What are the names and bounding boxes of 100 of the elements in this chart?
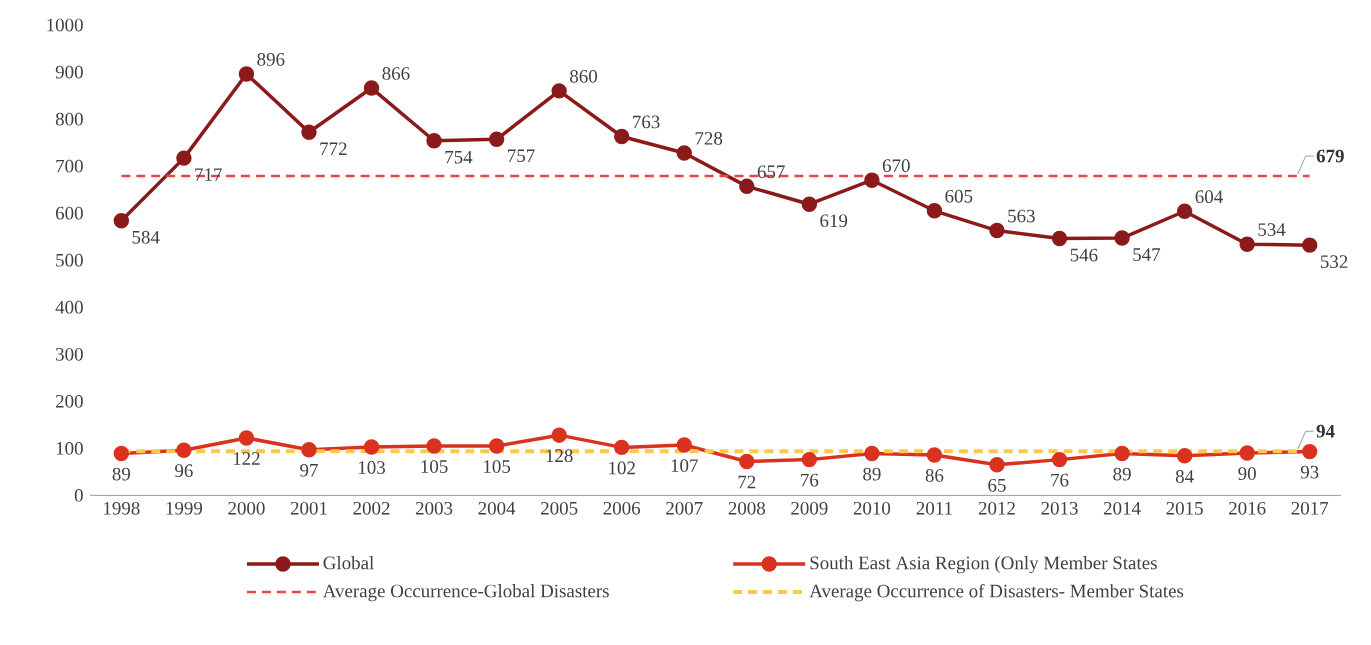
y-tick-label: 300	[56, 347, 83, 361]
data-label: 86	[925, 468, 944, 482]
point	[551, 427, 567, 443]
x-tick-label: 2008	[728, 501, 766, 515]
point	[176, 150, 192, 166]
point	[1176, 203, 1193, 219]
point	[676, 144, 692, 161]
data-label: 605	[945, 189, 973, 203]
x-tick-label: 2006	[603, 501, 641, 515]
data-label: 547	[1133, 248, 1161, 261]
data-label: 128	[546, 449, 573, 462]
point	[864, 445, 880, 461]
data-label: 563	[1008, 209, 1035, 223]
x-tick-label: 2007	[666, 501, 703, 515]
data-label: 97	[300, 463, 318, 477]
point	[1239, 445, 1255, 461]
x-tick-label: 2017	[1291, 501, 1329, 515]
annotation: 94	[1316, 424, 1335, 438]
data-label: 896	[257, 52, 285, 66]
point	[926, 446, 943, 463]
data-label: 103	[358, 460, 385, 474]
point	[989, 222, 1005, 239]
point	[426, 438, 442, 454]
data-label: 72	[738, 475, 756, 488]
point	[363, 438, 380, 455]
point	[926, 202, 943, 219]
data-label: 757	[508, 149, 535, 162]
data-label: 89	[1113, 467, 1131, 481]
x-tick-label: 2002	[353, 501, 390, 515]
x-tick-label: 1999	[166, 501, 203, 515]
x-tick-label: 2009	[791, 501, 828, 515]
point	[739, 178, 755, 194]
legend-label: Average Occurrence-Global Disasters	[322, 583, 609, 602]
point	[1051, 230, 1068, 247]
point	[426, 132, 442, 149]
data-label: 105	[484, 459, 511, 473]
x-tick-label: 1998	[104, 501, 140, 515]
data-label: 532	[1320, 255, 1348, 268]
point	[1114, 445, 1130, 461]
x-tick-label: 2015	[1166, 501, 1203, 515]
data-label: 122	[233, 451, 260, 465]
point	[238, 430, 255, 446]
y-tick-label: 1000	[47, 18, 83, 32]
data-label: 763	[633, 115, 660, 129]
x-tick-label: 2012	[978, 501, 1015, 515]
data-label: 728	[695, 131, 723, 145]
annotation: 679	[1316, 149, 1344, 163]
legend-label: Global	[323, 555, 374, 570]
x-tick-label: 2004	[478, 501, 516, 515]
point	[488, 131, 505, 147]
point	[1239, 236, 1255, 252]
data-label: 76	[1051, 473, 1069, 487]
point	[801, 451, 818, 468]
data-label: 534	[1258, 223, 1286, 236]
data-label: 93	[1300, 465, 1319, 479]
point	[1301, 443, 1318, 460]
point	[989, 456, 1005, 473]
x-tick-label: 2016	[1229, 501, 1266, 515]
data-label: 860	[570, 69, 598, 83]
point	[301, 124, 317, 140]
data-label: 546	[1070, 248, 1098, 262]
y-tick-label: 0	[74, 488, 83, 502]
data-label: 657	[757, 165, 785, 178]
data-label: 96	[175, 464, 193, 477]
point	[1176, 447, 1193, 464]
x-tick-label: 2001	[290, 501, 327, 515]
y-tick-label: 500	[56, 253, 83, 267]
legend-label: Average Occurrence of Disasters- Member States	[809, 583, 1184, 602]
y-tick-label: 200	[55, 394, 83, 408]
data-label: 76	[801, 473, 819, 487]
point	[176, 442, 192, 458]
y-tick-label: 700	[56, 159, 83, 173]
data-label: 619	[820, 214, 848, 227]
data-label: 65	[988, 478, 1006, 492]
x-tick-label: 2013	[1041, 501, 1078, 515]
y-tick-label: 800	[55, 112, 83, 126]
y-tick-label: 600	[55, 206, 83, 220]
data-label: 866	[382, 66, 410, 80]
point	[238, 65, 255, 82]
x-tick-label: 2014	[1103, 501, 1141, 515]
x-tick-label: 2011	[916, 501, 952, 515]
point	[301, 441, 317, 458]
y-tick-label: 900	[55, 65, 83, 79]
data-label: 670	[882, 159, 910, 172]
point	[1051, 451, 1068, 468]
point	[1114, 230, 1130, 246]
data-label: 772	[320, 142, 347, 155]
point	[1301, 237, 1318, 253]
point	[739, 453, 755, 469]
point	[676, 437, 692, 453]
data-label: 584	[132, 230, 160, 244]
point	[488, 438, 505, 454]
point	[363, 80, 380, 96]
data-label: 89	[112, 467, 131, 481]
point	[801, 196, 818, 212]
data-label: 102	[609, 461, 635, 475]
data-label: 90	[1238, 466, 1256, 480]
x-tick-label: 2005	[541, 501, 578, 515]
data-label: 89	[863, 467, 881, 481]
point	[551, 82, 567, 99]
